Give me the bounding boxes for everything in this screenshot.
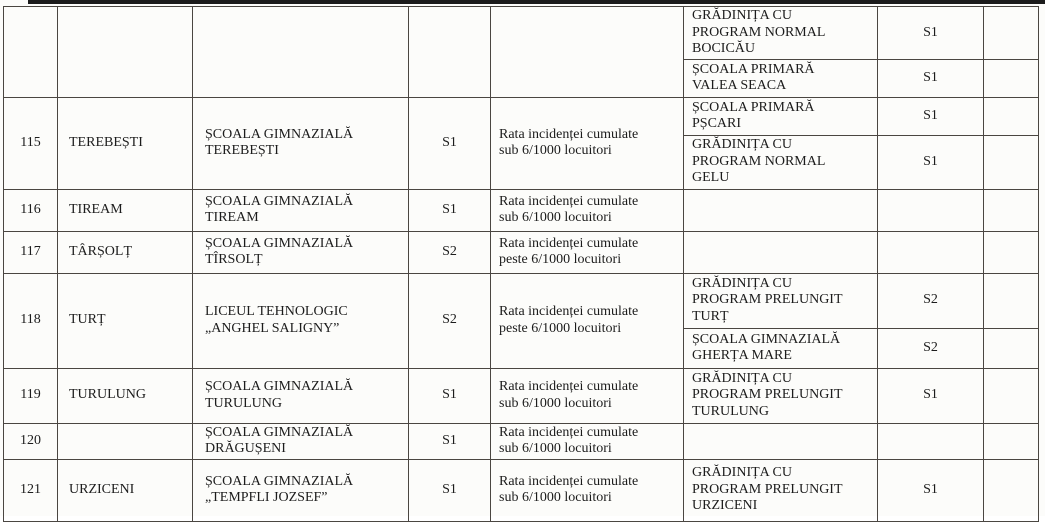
empty-cell [983, 134, 1039, 190]
scenario-cell: S1 [408, 422, 491, 460]
locality-cell: TIREAM [57, 188, 193, 232]
empty-cell [983, 327, 1039, 369]
criterion-cell: Rata incidenței cumulate sub 6/1000 locu… [490, 422, 684, 460]
empty-cell [983, 458, 1039, 522]
structure-scenario-cell: S1 [877, 6, 984, 60]
school-cell: LICEUL TEHNOLOGIC „ANGHEL SALIGNY” [192, 272, 409, 369]
scenario-cell: S1 [408, 188, 491, 232]
empty-cell [983, 6, 1039, 60]
empty-cell [983, 58, 1039, 98]
scenario-cell: S2 [408, 230, 491, 274]
locality-cell: TURULUNG [57, 367, 193, 424]
structure-cell [683, 188, 878, 232]
row-number-cell: 115 [3, 96, 58, 190]
criterion-cell: Rata incidenței cumulate sub 6/1000 locu… [490, 458, 684, 522]
table-row: 120 ȘCOALA GIMNAZIALĂ DRĂGUȘENI S1 Rata … [3, 422, 1039, 460]
school-cell [192, 6, 409, 98]
empty-cell [983, 96, 1039, 136]
row-number-cell [3, 6, 58, 98]
criterion-cell: Rata incidenței cumulate sub 6/1000 locu… [490, 96, 684, 190]
structure-scenario-cell: S1 [877, 134, 984, 190]
table-row: 115 TEREBEȘTI ȘCOALA GIMNAZIALĂ TEREBEȘT… [3, 96, 1039, 190]
row-number-cell: 116 [3, 188, 58, 232]
scenario-cell: S2 [408, 272, 491, 369]
school-cell: ȘCOALA GIMNAZIALĂ TURULUNG [192, 367, 409, 424]
locality-cell: TURȚ [57, 272, 193, 369]
row-number-cell: 121 [3, 458, 58, 522]
row-number-cell: 119 [3, 367, 58, 424]
scenario-cell: S1 [408, 96, 491, 190]
empty-cell [983, 188, 1039, 232]
scenario-cell: S1 [408, 458, 491, 522]
row-number-cell: 120 [3, 422, 58, 460]
structure-scenario-cell [877, 188, 984, 232]
locality-cell: URZICENI [57, 458, 193, 522]
school-cell: ȘCOALA GIMNAZIALĂ TÎRSOLȚ [192, 230, 409, 274]
school-scenarios-table: GRĂDINIȚA CU PROGRAM NORMAL BOCICĂU S1 Ș… [3, 6, 1039, 522]
structure-scenario-cell [877, 230, 984, 274]
structure-cell [683, 230, 878, 274]
school-cell: ȘCOALA GIMNAZIALĂ TEREBEȘTI [192, 96, 409, 190]
school-cell: ȘCOALA GIMNAZIALĂ TIREAM [192, 188, 409, 232]
criterion-cell: Rata incidenței cumulate peste 6/1000 lo… [490, 272, 684, 369]
table-row: 121 URZICENI ȘCOALA GIMNAZIALĂ „TEMPFLI … [3, 458, 1039, 522]
structure-cell [683, 422, 878, 460]
scenario-cell: S1 [408, 367, 491, 424]
structure-cell: ȘCOALA GIMNAZIALĂ GHERȚA MARE [683, 327, 878, 369]
criterion-cell: Rata incidenței cumulate sub 6/1000 locu… [490, 367, 684, 424]
row-number-cell: 118 [3, 272, 58, 369]
empty-cell [983, 230, 1039, 274]
criterion-cell [490, 6, 684, 98]
structure-scenario-cell [877, 422, 984, 460]
structure-cell: ȘCOALA PRIMARĂ VALEA SEACA [683, 58, 878, 98]
empty-cell [983, 422, 1039, 460]
structure-cell: GRĂDINIȚA CU PROGRAM PRELUNGIT TURULUNG [683, 367, 878, 424]
structure-scenario-cell: S1 [877, 58, 984, 98]
table-row: ȘCOALA GIMNAZIALĂ GHERȚA MARE S2 [4, 327, 1039, 369]
criterion-cell: Rata incidenței cumulate sub 6/1000 locu… [490, 188, 684, 232]
table-row: GRĂDINIȚA CU PROGRAM NORMAL GELU S1 [4, 134, 1039, 190]
scan-edge-line [28, 0, 1045, 4]
school-cell: ȘCOALA GIMNAZIALĂ „TEMPFLI JOZSEF” [192, 458, 409, 522]
locality-cell: TÂRȘOLȚ [57, 230, 193, 274]
locality-cell [57, 422, 193, 460]
table-row: ȘCOALA PRIMARĂ VALEA SEACA S1 [4, 58, 1039, 98]
structure-scenario-cell: S1 [877, 458, 984, 522]
structure-scenario-cell: S2 [877, 272, 984, 329]
empty-cell [983, 272, 1039, 329]
row-number-cell: 117 [3, 230, 58, 274]
structure-scenario-cell: S1 [877, 367, 984, 424]
locality-cell [57, 6, 193, 98]
table-row: 117 TÂRȘOLȚ ȘCOALA GIMNAZIALĂ TÎRSOLȚ S2… [3, 230, 1039, 274]
table-row: 119 TURULUNG ȘCOALA GIMNAZIALĂ TURULUNG … [3, 367, 1039, 424]
structure-cell: ȘCOALA PRIMARĂ PȘCARI [683, 96, 878, 136]
structure-cell: GRĂDINIȚA CU PROGRAM PRELUNGIT URZICENI [683, 458, 878, 522]
school-cell: ȘCOALA GIMNAZIALĂ DRĂGUȘENI [192, 422, 409, 460]
empty-cell [983, 367, 1039, 424]
table-row: 118 TURȚ LICEUL TEHNOLOGIC „ANGHEL SALIG… [3, 272, 1039, 369]
scenario-cell [408, 6, 491, 98]
structure-scenario-cell: S1 [877, 96, 984, 136]
structure-cell: GRĂDINIȚA CU PROGRAM PRELUNGIT TURȚ [683, 272, 878, 329]
structure-cell: GRĂDINIȚA CU PROGRAM NORMAL BOCICĂU [683, 6, 878, 60]
locality-cell: TEREBEȘTI [57, 96, 193, 190]
structure-scenario-cell: S2 [877, 327, 984, 369]
table-row: 116 TIREAM ȘCOALA GIMNAZIALĂ TIREAM S1 R… [3, 188, 1039, 232]
table-row: GRĂDINIȚA CU PROGRAM NORMAL BOCICĂU S1 [3, 6, 1039, 98]
structure-cell: GRĂDINIȚA CU PROGRAM NORMAL GELU [683, 134, 878, 190]
criterion-cell: Rata incidenței cumulate peste 6/1000 lo… [490, 230, 684, 274]
